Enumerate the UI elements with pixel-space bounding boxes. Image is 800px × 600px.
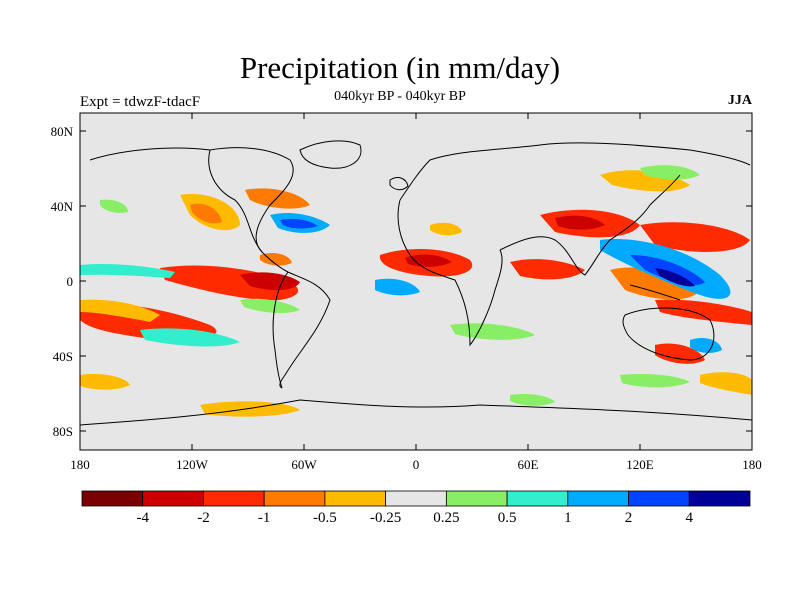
chart-subtitle: 040kyr BP - 040kyr BP [334, 89, 466, 104]
colorbar-label: 2 [625, 510, 633, 526]
lon-tick-label: 180 [742, 457, 762, 472]
lon-tick-label: 60E [518, 457, 539, 472]
colorbar-label: 0.5 [498, 510, 517, 526]
colorbar-swatch [263, 490, 326, 507]
coastlines [79, 140, 753, 426]
lon-tick-label: 180 [70, 457, 90, 472]
colorbar-swatch [81, 490, 144, 507]
colorbar-label: 4 [686, 510, 694, 526]
colorbar: -4 -2 -1 -0.5 -0.25 0.25 0.5 1 2 4 [81, 490, 751, 526]
colorbar-swatch [203, 490, 265, 507]
lon-tick-label: 120W [176, 457, 209, 472]
lat-tick-label: 40S [53, 349, 73, 364]
lon-tick-label: 0 [413, 457, 420, 472]
colorbar-swatch [688, 490, 751, 507]
lat-tick-label: 40N [51, 199, 74, 214]
colorbar-label: -0.5 [313, 510, 337, 526]
season-label: JJA [727, 93, 752, 108]
lat-tick-label: 0 [67, 274, 74, 289]
colorbar-label: -0.25 [370, 510, 401, 526]
colorbar-label: -1 [258, 510, 271, 526]
lon-tick-label: 60W [291, 457, 317, 472]
colorbar-label: 1 [564, 510, 572, 526]
colorbar-swatch [567, 490, 629, 507]
colorbar-swatch [324, 490, 387, 507]
anomaly-shading [80, 165, 752, 417]
colorbar-swatch [445, 490, 508, 507]
chart-title: Precipitation (in mm/day) [239, 50, 561, 85]
lat-tick-label: 80S [53, 424, 73, 439]
colorbar-swatch [506, 490, 569, 507]
experiment-label: Expt = tdwzF-tdacF [80, 94, 201, 110]
colorbar-label: 0.25 [433, 510, 459, 526]
colorbar-swatch [628, 490, 690, 507]
colorbar-label: -4 [136, 510, 149, 526]
colorbar-label: -2 [197, 510, 210, 526]
colorbar-swatch [385, 490, 447, 507]
lon-tick-label: 120E [626, 457, 654, 472]
lat-tick-label: 80N [51, 124, 74, 139]
colorbar-swatch [142, 490, 204, 507]
axis-ticks [79, 113, 753, 450]
